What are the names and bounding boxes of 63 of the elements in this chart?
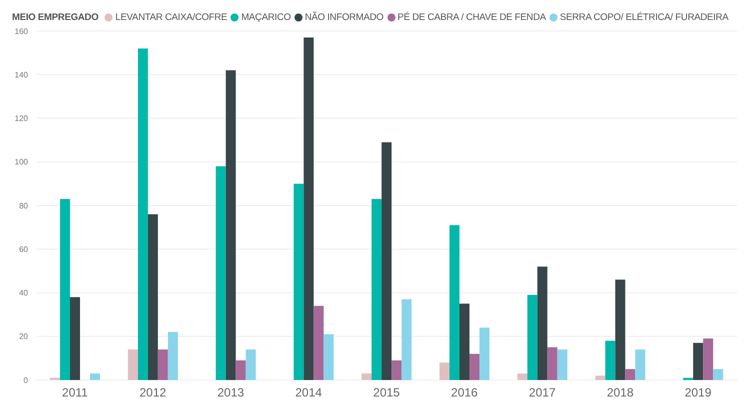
y-tick-label: 80 xyxy=(19,201,29,210)
bar xyxy=(605,340,616,380)
bar xyxy=(148,214,158,380)
bar xyxy=(615,280,626,380)
y-tick-label: 160 xyxy=(14,26,29,36)
bar xyxy=(324,334,334,380)
x-tick-label: 2015 xyxy=(373,386,400,400)
bar xyxy=(517,373,528,380)
bar xyxy=(168,332,178,380)
bar xyxy=(294,184,304,380)
bar xyxy=(459,304,470,380)
y-tick-label: 40 xyxy=(19,288,29,298)
y-tick-label: 120 xyxy=(14,114,29,124)
bar xyxy=(479,328,490,380)
bar xyxy=(703,338,714,380)
bar xyxy=(595,376,606,380)
y-tick-label: 140 xyxy=(14,70,29,80)
x-tick-label: 2011 xyxy=(62,386,88,400)
x-tick-label: 2018 xyxy=(606,386,634,400)
bar xyxy=(382,142,392,380)
bar xyxy=(138,48,148,380)
bar xyxy=(713,369,724,380)
bar xyxy=(439,362,450,380)
bar xyxy=(158,349,168,380)
bar xyxy=(304,38,314,380)
bar xyxy=(635,349,646,380)
bar xyxy=(362,373,372,380)
bar xyxy=(625,369,636,380)
bar xyxy=(372,198,382,380)
bar xyxy=(128,349,138,380)
y-tick-label: 60 xyxy=(19,244,29,254)
bar xyxy=(60,198,70,380)
y-tick-label: 100 xyxy=(14,158,29,167)
bar xyxy=(547,347,558,380)
bar xyxy=(693,342,704,380)
bar xyxy=(469,354,480,380)
legend-label: NÃO INFORMADO xyxy=(304,12,384,23)
legend-label: SERRA COPO/ ELÉTRICA/ FURADEIRA xyxy=(558,12,728,23)
bar xyxy=(226,70,236,380)
bar xyxy=(537,266,548,380)
bar xyxy=(527,294,538,380)
bar xyxy=(246,349,256,380)
bar xyxy=(216,166,226,380)
bar xyxy=(402,299,412,380)
legend-label: PÉ DE CABRA / CHAVE DE FENDA xyxy=(396,12,546,23)
y-tick-label: 0 xyxy=(24,376,29,385)
bar xyxy=(449,225,460,380)
legend-title: MEIO EMPREGADO xyxy=(12,12,98,23)
x-tick-label: 2016 xyxy=(451,386,478,400)
x-tick-label: 2019 xyxy=(684,386,712,400)
bar xyxy=(314,306,324,380)
x-tick-label: 2012 xyxy=(139,386,167,400)
x-tick-label: 2013 xyxy=(217,386,244,400)
bar xyxy=(236,360,246,380)
legend-label: MAÇARICO xyxy=(240,12,291,23)
x-tick-label: 2014 xyxy=(295,386,322,400)
bar xyxy=(70,297,80,380)
x-tick-label: 2017 xyxy=(528,386,556,400)
legend-label: LEVANTAR CAIXA/COFRE xyxy=(114,12,228,23)
bar xyxy=(90,373,100,380)
y-tick-label: 20 xyxy=(19,332,29,342)
bar xyxy=(557,349,568,380)
bar xyxy=(392,360,402,380)
